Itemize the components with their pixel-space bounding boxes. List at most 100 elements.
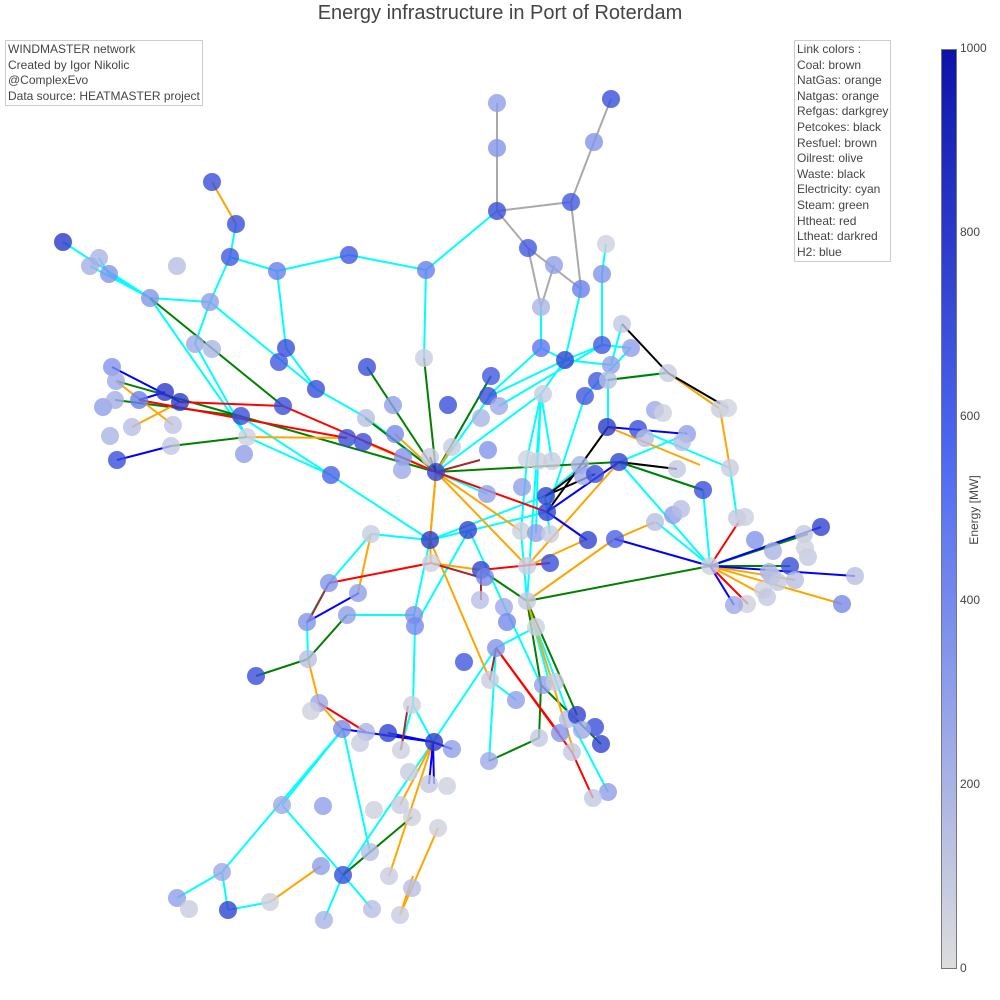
network-node [498, 613, 516, 631]
network-node [532, 298, 550, 316]
nodes [54, 90, 864, 929]
colorbar-title-text: Energy [MW] [967, 475, 981, 545]
link-darkgrey [570, 201, 582, 290]
network-node [268, 262, 286, 280]
network-node [379, 724, 397, 742]
network-node [532, 339, 550, 357]
link-blue [709, 565, 856, 577]
network-node [162, 437, 180, 455]
network-node [443, 438, 461, 456]
network-node [668, 460, 686, 478]
network-node [312, 857, 330, 875]
network-node [476, 568, 494, 586]
network-node [758, 588, 776, 606]
link-cyan [276, 270, 287, 349]
credits-line: Created by Igor Nikolic [8, 57, 130, 72]
network-node [354, 433, 372, 451]
network-node [593, 336, 611, 354]
network-node [568, 706, 586, 724]
link-cyan [342, 741, 434, 876]
legend-item: Petcokes: black [797, 119, 882, 134]
link-cyan [281, 804, 344, 876]
network-node [598, 418, 616, 436]
network-node [221, 248, 239, 266]
link-green [526, 600, 542, 686]
credits-line: WINDMASTER network [8, 42, 136, 56]
network-node [340, 246, 358, 264]
link-blue [546, 461, 620, 513]
page-title: Energy infrastructure in Port of Roterda… [317, 2, 683, 24]
network-node [534, 385, 552, 403]
network-node [270, 353, 288, 371]
network-node [302, 702, 320, 720]
network-node [769, 573, 787, 591]
network-node [541, 554, 559, 572]
network-node [527, 618, 545, 636]
link-orange [719, 408, 731, 469]
link-cyan [209, 301, 317, 390]
link-cyan [487, 347, 542, 397]
network-node [746, 531, 764, 549]
link-cyan [535, 460, 539, 534]
network-node [123, 418, 141, 436]
legend-item: Resfuel: brown [797, 135, 878, 150]
link-cyan [149, 297, 211, 303]
network-node [529, 452, 547, 470]
link-cyan [276, 254, 350, 272]
link-orange [246, 436, 348, 439]
network-node [420, 775, 438, 793]
network-node [298, 613, 316, 631]
link-red [709, 519, 741, 567]
link-orange [526, 539, 614, 602]
network-node [488, 94, 506, 112]
link-orange [429, 471, 437, 541]
network-node [622, 339, 640, 357]
network-node [781, 557, 799, 575]
network-node [391, 796, 409, 814]
network-node [738, 595, 756, 613]
network-node [795, 525, 813, 543]
network-node [479, 441, 497, 459]
link-orange [399, 827, 439, 916]
network-node [320, 574, 338, 592]
network-node [103, 358, 121, 376]
link-green [255, 658, 309, 677]
network-node [512, 522, 530, 540]
network-node [391, 906, 409, 924]
network-node [573, 721, 591, 739]
link-red [328, 562, 432, 584]
network-node [338, 429, 356, 447]
legend-item: Natgas: orange [797, 88, 880, 103]
network-node [421, 531, 439, 549]
network-node [180, 900, 198, 918]
legend-item: Waste: black [797, 166, 866, 181]
colorbar-tick: 600 [960, 409, 981, 423]
link-green [307, 614, 348, 660]
network-node [106, 391, 124, 409]
network-node [545, 256, 563, 274]
network-node [455, 653, 473, 671]
network-node [247, 667, 265, 685]
link-green [526, 565, 711, 602]
network-node [107, 372, 125, 390]
network-node [203, 173, 221, 191]
legend-item: Oilrest: olive [797, 151, 864, 166]
network-node [168, 257, 186, 275]
network-node [261, 893, 279, 911]
network-node [101, 427, 119, 445]
network-node [725, 596, 743, 614]
link-cyan [535, 626, 571, 720]
network-node [527, 524, 545, 542]
link-cyan [413, 539, 431, 616]
network-node [572, 280, 590, 298]
link-cyan [328, 533, 372, 584]
link-orange [429, 539, 491, 681]
link-cyan [435, 393, 542, 473]
network-node [238, 428, 256, 446]
link-cyan [489, 359, 566, 397]
network-node [365, 801, 383, 819]
link-cyan [348, 254, 427, 271]
network-node [563, 743, 581, 761]
network-node [478, 485, 496, 503]
